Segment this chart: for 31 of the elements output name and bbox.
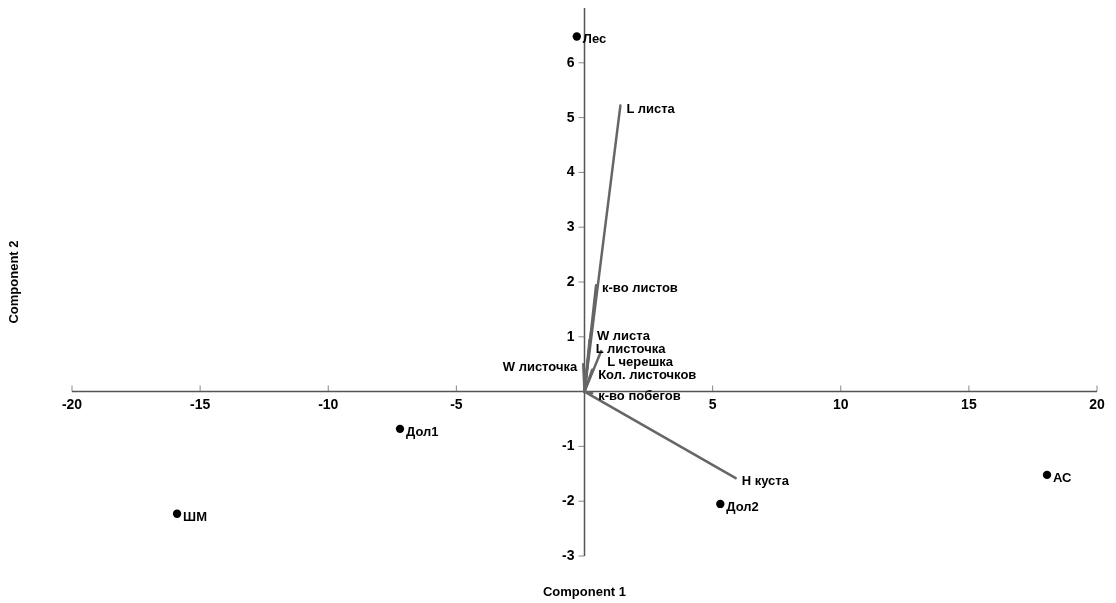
series-label: ШМ <box>183 508 207 524</box>
series-label: АС <box>1053 469 1073 485</box>
y-tick-label: 1 <box>566 327 575 344</box>
series-label: к-во побегов <box>598 388 681 404</box>
y-tick-label: 5 <box>566 108 575 125</box>
series-label: Дол1 <box>406 423 439 439</box>
y-tick-label: -2 <box>562 492 575 509</box>
series-label: W листочка <box>502 359 578 375</box>
x-tick-label: -20 <box>61 395 83 412</box>
x-tick-label: -10 <box>318 395 339 412</box>
x-tick-label: 20 <box>1089 395 1105 412</box>
x-tick-label: -5 <box>450 395 463 412</box>
x-tick-label: -15 <box>190 395 211 412</box>
series-label: Дол2 <box>726 498 759 514</box>
x-tick-label: 15 <box>961 395 977 412</box>
x-tick-label: 10 <box>832 395 849 412</box>
y-axis-title: Component 2 <box>6 240 21 324</box>
x-tick-label: 5 <box>708 395 717 412</box>
y-tick-label: -1 <box>562 437 575 454</box>
y-tick-label: 2 <box>566 273 575 289</box>
series-label: к-во листов <box>602 280 678 296</box>
x-axis-title: Component 1 <box>542 584 627 599</box>
series-label: W листа <box>596 327 651 343</box>
series-label: L черешка <box>607 353 674 369</box>
series-label: L листа <box>626 100 676 116</box>
series-label: L листочка <box>595 340 667 356</box>
y-tick-label: 4 <box>566 163 575 180</box>
y-tick-label: 3 <box>566 218 575 235</box>
y-tick-label: 6 <box>566 53 575 70</box>
series-label: Н куста <box>741 473 790 489</box>
y-tick-label: -3 <box>562 547 575 563</box>
